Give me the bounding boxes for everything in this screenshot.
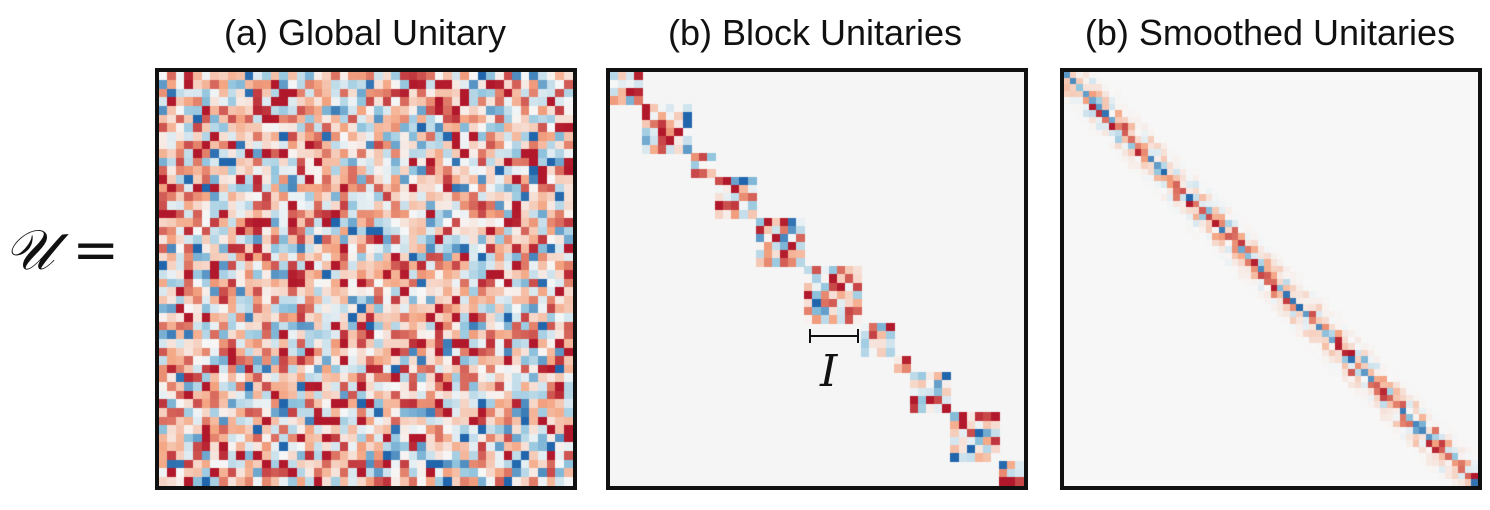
global-unitary-matrix bbox=[155, 68, 577, 490]
block-unitaries-matrix: I bbox=[606, 68, 1028, 490]
smoothed-unitaries-matrix bbox=[1060, 68, 1482, 490]
smoothed-unitaries-heatmap bbox=[1064, 72, 1478, 486]
panel-b-title: (b) Block Unitaries bbox=[667, 12, 963, 53]
panel-a-title: (a) Global Unitary bbox=[223, 12, 507, 53]
block-size-bracket bbox=[809, 329, 859, 343]
block-size-label: I bbox=[820, 346, 838, 397]
panel-c-title: (b) Smoothed Unitaries bbox=[1084, 12, 1456, 53]
global-unitary-heatmap bbox=[159, 72, 573, 486]
unitary-equation-label: 𝒰 = bbox=[4, 218, 120, 283]
block-unitaries-heatmap bbox=[610, 72, 1024, 486]
